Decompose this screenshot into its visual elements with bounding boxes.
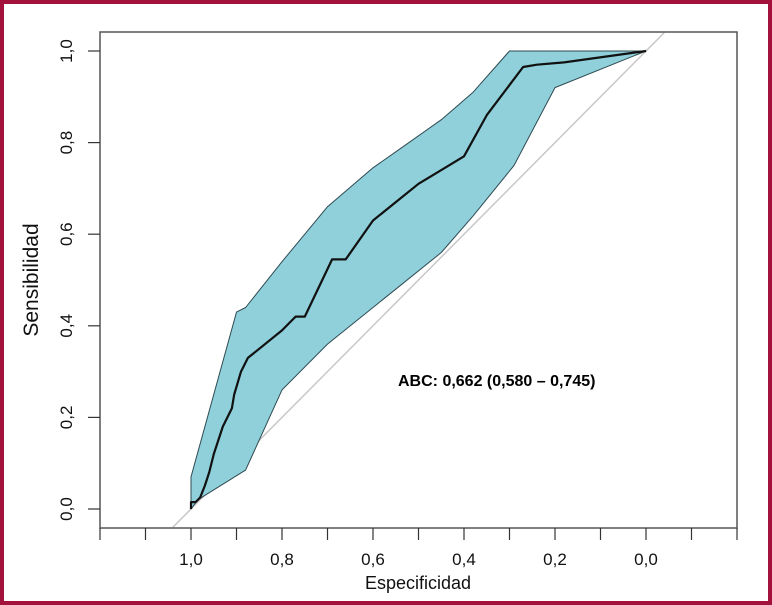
x-axis-label: Especificidad [365, 573, 471, 593]
y-axis-label: Sensibilidad [20, 223, 43, 336]
x-tick-label: 0,0 [634, 550, 658, 569]
roc-chart: 1,0 0,8 0,6 0,4 0,2 0,0 0,0 0,2 0,4 0,6 0,8 1,0 Esp… [20, 31, 738, 593]
x-tick-label: 0,2 [543, 550, 567, 569]
x-tick-label: 1,0 [179, 550, 203, 569]
x-tick-label: 0,4 [452, 550, 476, 569]
confidence-band [190, 50, 647, 510]
plot-area [172, 32, 665, 528]
y-tick-label: 0,0 [57, 497, 76, 521]
x-tick-label: 0,6 [361, 550, 385, 569]
auc-annotation: ABC: 0,662 (0,580 – 0,745) [398, 373, 595, 390]
y-tick-label: 1,0 [57, 39, 76, 63]
roc-curve-line [189, 49, 647, 509]
y-tick-label: 0,8 [57, 131, 76, 155]
y-tick-label: 0,2 [57, 406, 76, 430]
y-tick-label: 0,6 [57, 222, 76, 246]
y-tick-label: 0,4 [57, 314, 76, 338]
x-tick-label: 0,8 [270, 550, 294, 569]
